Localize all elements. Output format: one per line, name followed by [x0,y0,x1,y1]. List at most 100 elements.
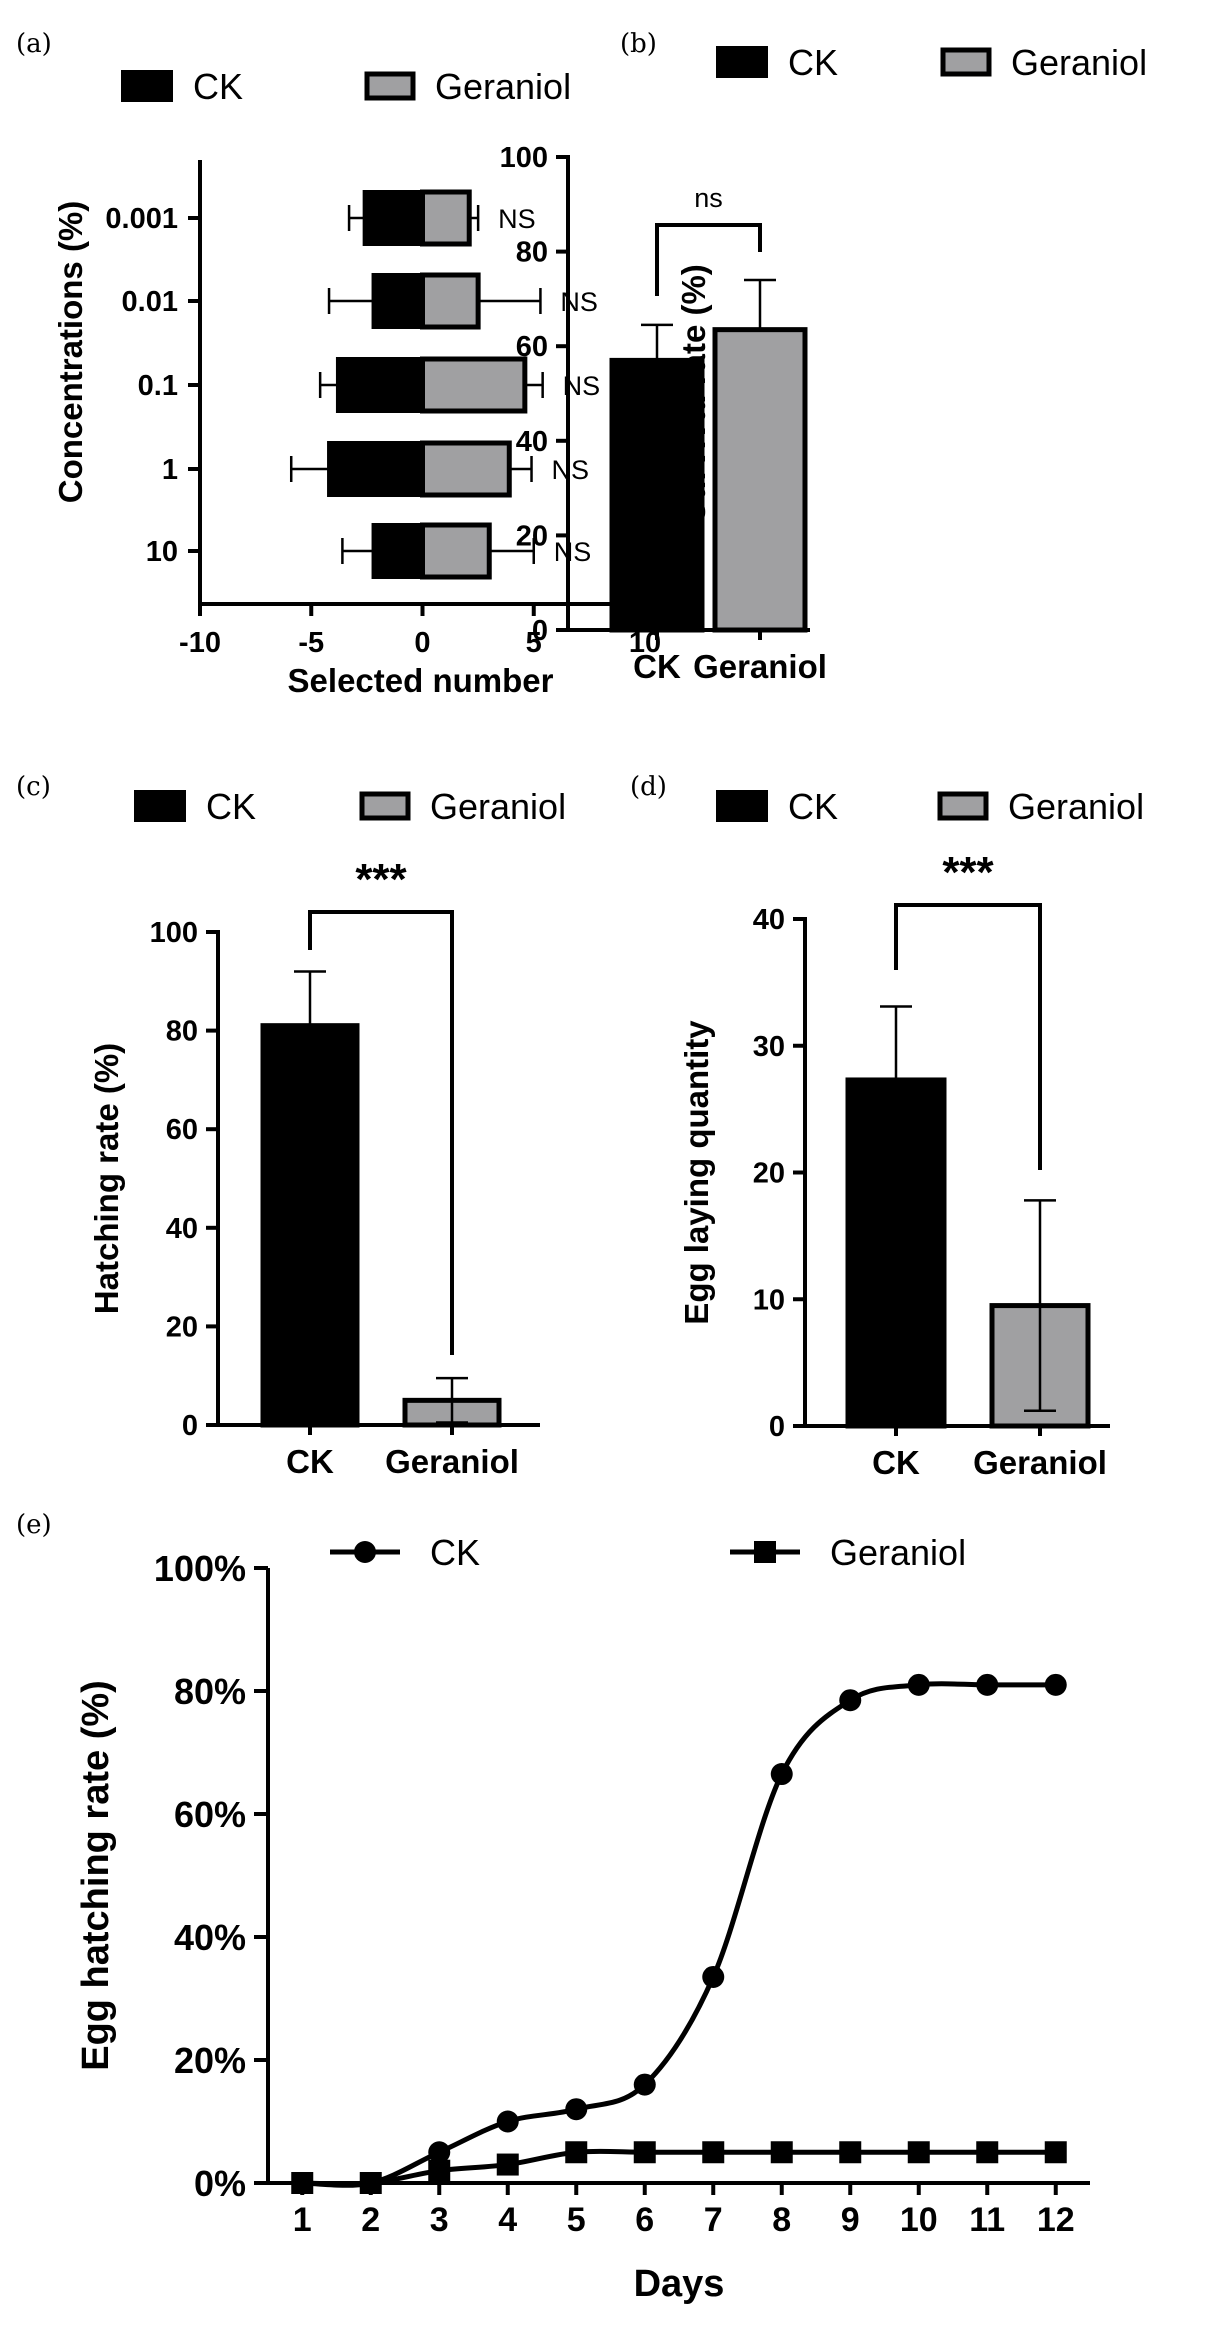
point-ck-day-5 [565,2098,588,2121]
panel-c: (c) CK Geraniol CK Geraniol 0 20 40 60 80 100 Hatch… [16,772,566,1480]
bar-ck-0.01 [371,273,425,329]
significance-bracket [894,903,1042,1170]
panel-d: (d) CK Geraniol CK Geraniol 0 10 20 30 40 Egg layi… [630,772,1144,1481]
y-tick-label: 20% [174,2040,246,2081]
legend-label-ck: CK [206,786,256,827]
ns-label-0.001: NS [498,204,536,234]
point-ck-day-6 [633,2073,656,2096]
bar-geraniol-0.1 [420,356,528,414]
legend-label-geraniol: Geraniol [435,66,571,107]
bar-geraniol [712,327,808,633]
bar-geraniol-10 [420,522,492,580]
point-ck-day-9 [839,1689,862,1712]
bar-ck-10 [371,523,425,579]
ns-label-1: NS [552,455,590,485]
legend-swatch-ck [716,790,768,822]
y-axis-label: Survival rate (%) [675,264,712,523]
y-tick-label: 0.01 [122,286,178,318]
bar-ck-1 [327,441,425,497]
panel-label: (d) [630,772,667,802]
legend-swatch-geraniol [364,71,416,101]
y-axis-label: Hatching rate (%) [88,1043,125,1314]
bar-geraniol-0.01 [420,272,481,330]
point-ck-day-4 [496,2110,519,2133]
x-tick-label: 10 [900,2201,938,2239]
x-tick-label-ck: CK [872,1444,920,1481]
significance-bracket [308,910,454,1355]
y-tick-label: 60% [174,1794,246,1835]
x-tick-label: 5 [567,2201,586,2239]
y-tick-label: 80 [166,1016,198,1048]
point-geraniol-day-4 [496,2153,519,2176]
y-tick-label: 10 [146,536,178,568]
y-tick-label: 60 [516,331,548,363]
y-tick-label: 30 [753,1031,785,1063]
legend-label-geraniol: Geraniol [430,786,566,827]
x-tick-label: 9 [841,2201,860,2239]
x-tick-label: -5 [298,627,324,659]
panel-b: (b) CK Geraniol CK Geraniol 0 20 40 60 80 100 Survi… [500,29,1147,685]
bar-ck [845,1077,947,1429]
y-tick-label: 40 [516,426,548,458]
point-geraniol-day-11 [976,2141,999,2164]
x-tick-label: 5 [526,627,542,659]
point-geraniol-day-3 [428,2159,451,2182]
point-ck-day-12 [1044,1673,1067,1696]
x-tick-label: 2 [361,2201,380,2239]
y-tick-label: 100 [150,917,198,949]
legend-label-ck: CK [193,66,243,107]
x-axis-label: Selected number [288,662,554,699]
bar-ck [260,1023,360,1428]
line-ck [302,1681,1056,2188]
legend-marker-geraniol [754,1541,776,1563]
y-tick-label: 20 [166,1311,198,1343]
y-tick-label: 100% [154,1548,246,1589]
y-tick-label: 80% [174,1671,246,1712]
x-tick-label: 1 [293,2201,312,2239]
point-geraniol-day-9 [839,2141,862,2164]
legend-marker-ck [354,1541,376,1563]
significance-label: ns [694,183,723,213]
y-tick-label: 100 [500,142,548,174]
x-tick-label: 4 [498,2201,517,2239]
ns-label-10: NS [554,537,592,567]
legend-label-geraniol: Geraniol [830,1532,966,1573]
point-geraniol-day-1 [291,2172,314,2194]
y-tick-label: 10 [753,1284,785,1316]
y-tick-label: 20 [753,1158,785,1190]
point-ck-day-3 [428,2141,451,2164]
x-tick-label-geraniol: Geraniol [693,648,827,685]
x-tick-label-geraniol: Geraniol [385,1443,519,1480]
x-tick-label-ck: CK [286,1443,334,1480]
legend-swatch-ck [716,46,768,78]
significance-label: *** [942,848,994,897]
legend-label-ck: CK [430,1532,480,1573]
legend-label-ck: CK [788,786,838,827]
significance-bracket [655,223,762,296]
x-tick-label: 6 [635,2201,654,2239]
point-ck-day-10 [907,1673,930,1696]
point-geraniol-day-8 [770,2141,793,2164]
y-tick-label: 40% [174,1917,246,1958]
y-tick-label: 0 [182,1410,198,1442]
x-tick-label: 12 [1037,2201,1075,2239]
legend-swatch-geraniol [359,791,411,821]
legend-label-geraniol: Geraniol [1011,42,1147,83]
y-tick-label: 0.1 [138,370,178,402]
panel-label: (b) [620,29,657,59]
x-tick-label: -10 [179,627,221,659]
x-tick-label: 0 [414,627,430,659]
y-axis-label: Egg hatching rate (%) [75,1680,117,2071]
point-geraniol-day-12 [1044,2141,1067,2164]
legend-swatch-geraniol [937,791,989,821]
y-axis-label: Egg laying quantity [678,1020,715,1325]
x-axis-label: Days [634,2263,725,2305]
y-tick-label: 40 [166,1213,198,1245]
point-geraniol-day-5 [565,2141,588,2164]
point-geraniol-day-2 [359,2172,382,2194]
x-tick-label-ck: CK [633,648,681,685]
bar-ck-0.1 [335,357,425,413]
y-axis-label: Concentrations (%) [52,201,89,504]
